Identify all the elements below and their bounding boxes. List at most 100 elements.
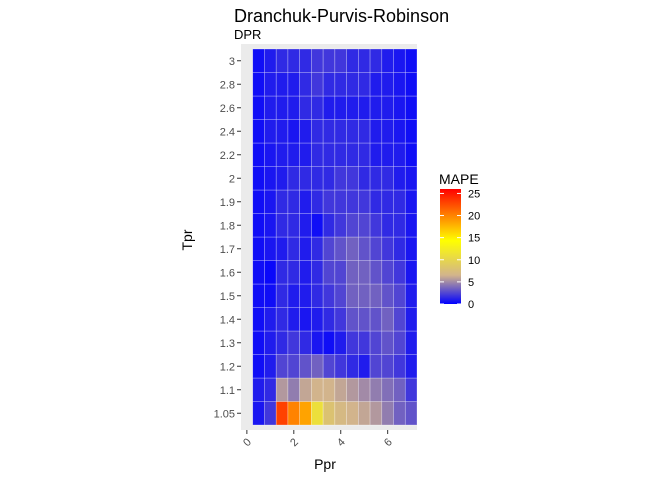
heatmap-cell: [334, 236, 347, 261]
y-tick-label: 1.2: [220, 361, 235, 373]
heatmap-cell: [252, 377, 265, 402]
heatmap-cell: [381, 166, 394, 191]
heatmap-cell: [322, 260, 336, 285]
heatmap-cell: [346, 307, 359, 332]
heatmap-cell: [334, 283, 347, 308]
heatmap-cell: [322, 307, 336, 332]
heatmap-cell: [381, 95, 394, 120]
heatmap-cell: [381, 236, 394, 261]
heatmap-cell: [287, 307, 300, 332]
heatmap-cell: [381, 119, 394, 144]
heatmap-cell: [299, 330, 312, 355]
heatmap-cell: [369, 354, 383, 379]
heatmap-cell: [404, 260, 418, 285]
heatmap-cell: [287, 72, 300, 97]
heatmap-cell: [381, 307, 394, 332]
heatmap-cell: [322, 354, 336, 379]
heatmap-cell: [358, 354, 371, 379]
heatmap-cell: [264, 283, 277, 308]
heatmap-cell: [346, 283, 359, 308]
heatmap-cell: [381, 142, 394, 167]
legend-tick-label: 20: [468, 211, 480, 223]
heatmap-cell: [299, 236, 312, 261]
legend-tick-label: 10: [468, 255, 480, 267]
heatmap-cell: [358, 142, 371, 167]
heatmap-cell: [311, 307, 324, 332]
heatmap-cell: [404, 95, 418, 120]
heatmap-cell: [322, 166, 336, 191]
heatmap-cell: [275, 166, 289, 191]
heatmap-cell: [346, 260, 359, 285]
heatmap-cell: [322, 330, 336, 355]
heatmap-cell: [287, 119, 300, 144]
heatmap-cell: [252, 307, 265, 332]
heatmap-cell: [299, 166, 312, 191]
heatmap-cell: [346, 236, 359, 261]
heatmap-cell: [358, 307, 371, 332]
legend-ticks: 0 5 10 15 20 25: [440, 188, 480, 311]
heatmap-cell: [346, 95, 359, 120]
legend-colorbar: [440, 189, 461, 304]
heatmap-cell: [404, 236, 418, 261]
heatmap-cell: [311, 401, 324, 426]
heatmap-cell: [334, 166, 347, 191]
heatmap-cell: [275, 260, 289, 285]
heatmap-cell: [381, 401, 394, 426]
heatmap-cell: [381, 283, 394, 308]
heatmap-cell: [334, 189, 347, 214]
y-tick-label: 2.8: [220, 79, 235, 91]
x-tick-label: 6: [382, 436, 395, 449]
heatmap-cell: [275, 283, 289, 308]
heatmap-cell: [404, 48, 418, 73]
heatmap-cell: [358, 283, 371, 308]
heatmap-cell: [299, 307, 312, 332]
heatmap-cell: [252, 119, 265, 144]
heatmap-cell: [358, 72, 371, 97]
heatmap-cell: [369, 95, 383, 120]
heatmap-cell: [299, 401, 312, 426]
y-tick-label: 1.1: [220, 385, 235, 397]
heatmap-cell: [252, 260, 265, 285]
heatmap-cell: [358, 260, 371, 285]
heatmap-cell: [404, 72, 418, 97]
heatmap-cell: [275, 95, 289, 120]
heatmap-cell: [322, 95, 336, 120]
heatmap-cell: [369, 401, 383, 426]
heatmap-cell: [275, 213, 289, 238]
heatmap-cell: [358, 401, 371, 426]
heatmap-cell: [334, 401, 347, 426]
y-tick-label: 1.7: [220, 244, 235, 256]
heatmap-cell: [369, 189, 383, 214]
heatmap-cell: [311, 142, 324, 167]
heatmap-cell: [334, 119, 347, 144]
heatmap-cell: [393, 330, 406, 355]
heatmap-cell: [393, 189, 406, 214]
heatmap-cell: [311, 354, 324, 379]
heatmap-cell: [404, 142, 418, 167]
heatmap-cell: [287, 354, 300, 379]
heatmap-cell: [334, 95, 347, 120]
heatmap-cell: [287, 236, 300, 261]
heatmap-cell: [299, 72, 312, 97]
heatmap-cell: [393, 48, 406, 73]
heatmap-cell: [264, 260, 277, 285]
heatmap-cell: [369, 260, 383, 285]
heatmap-cell: [311, 119, 324, 144]
heatmap-cell: [311, 213, 324, 238]
heatmap-cell: [264, 95, 277, 120]
heatmap-cell: [299, 354, 312, 379]
heatmap-cell: [299, 283, 312, 308]
heatmap-cell: [264, 189, 277, 214]
heatmap-cell: [358, 48, 371, 73]
heatmap-cell: [311, 260, 324, 285]
heatmap-cell: [381, 213, 394, 238]
heatmap-cell: [346, 377, 359, 402]
heatmap-cell: [287, 142, 300, 167]
heatmap-cell: [264, 330, 277, 355]
heatmap-cell: [252, 401, 265, 426]
heatmap-cell: [275, 48, 289, 73]
heatmap-cell: [358, 166, 371, 191]
heatmap-cell: [252, 142, 265, 167]
heatmap-cell: [299, 48, 312, 73]
y-tick-label: 2.4: [220, 126, 235, 138]
